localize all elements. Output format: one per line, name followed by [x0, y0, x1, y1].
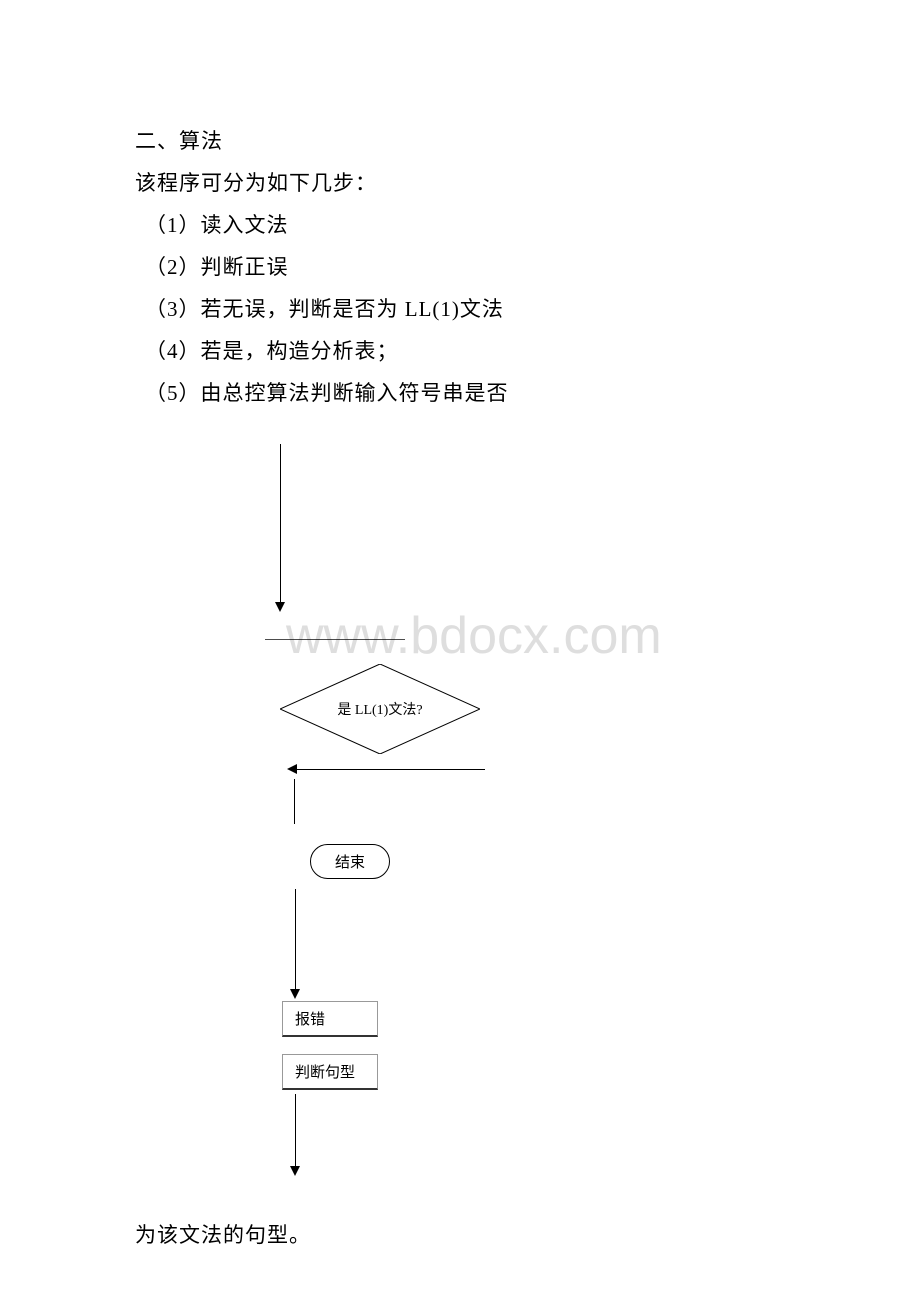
intro-line: 该程序可分为如下几步： [135, 162, 785, 204]
arrowhead-left-1 [287, 764, 297, 774]
edge-arrow-2 [295, 889, 296, 992]
step-4: （4）若是，构造分析表； [135, 330, 785, 372]
bottom-text: 为该文法的句型。 [135, 1219, 311, 1249]
error-label: 报错 [295, 1012, 325, 1028]
error-box: 报错 [282, 1001, 378, 1037]
arrowhead-1 [275, 602, 285, 612]
edge-h-arrow [295, 769, 485, 770]
terminal-label: 结束 [335, 855, 365, 871]
arrowhead-3 [290, 1166, 300, 1176]
decision-node: 是 LL(1)文法? [280, 664, 480, 754]
edge-hline-1 [265, 639, 405, 640]
flowchart-diagram: 是 LL(1)文法? 结束 报错 判断句型 为该文法的句型。 [135, 444, 785, 1244]
step-2: （2）判断正误 [135, 246, 785, 288]
arrowhead-2 [290, 989, 300, 999]
terminal-node: 结束 [310, 844, 390, 879]
step-1: （1）读入文法 [135, 204, 785, 246]
edge-v-short [294, 779, 295, 824]
step-3: （3）若无误，判断是否为 LL(1)文法 [135, 288, 785, 330]
section-heading: 二、算法 [135, 120, 785, 162]
judge-label: 判断句型 [295, 1065, 355, 1081]
edge-arrow-3 [295, 1094, 296, 1169]
judge-box: 判断句型 [282, 1054, 378, 1090]
step-5: （5）由总控算法判断输入符号串是否 [135, 372, 785, 414]
edge-arrow-1 [280, 444, 281, 604]
decision-label: 是 LL(1)文法? [337, 699, 422, 719]
